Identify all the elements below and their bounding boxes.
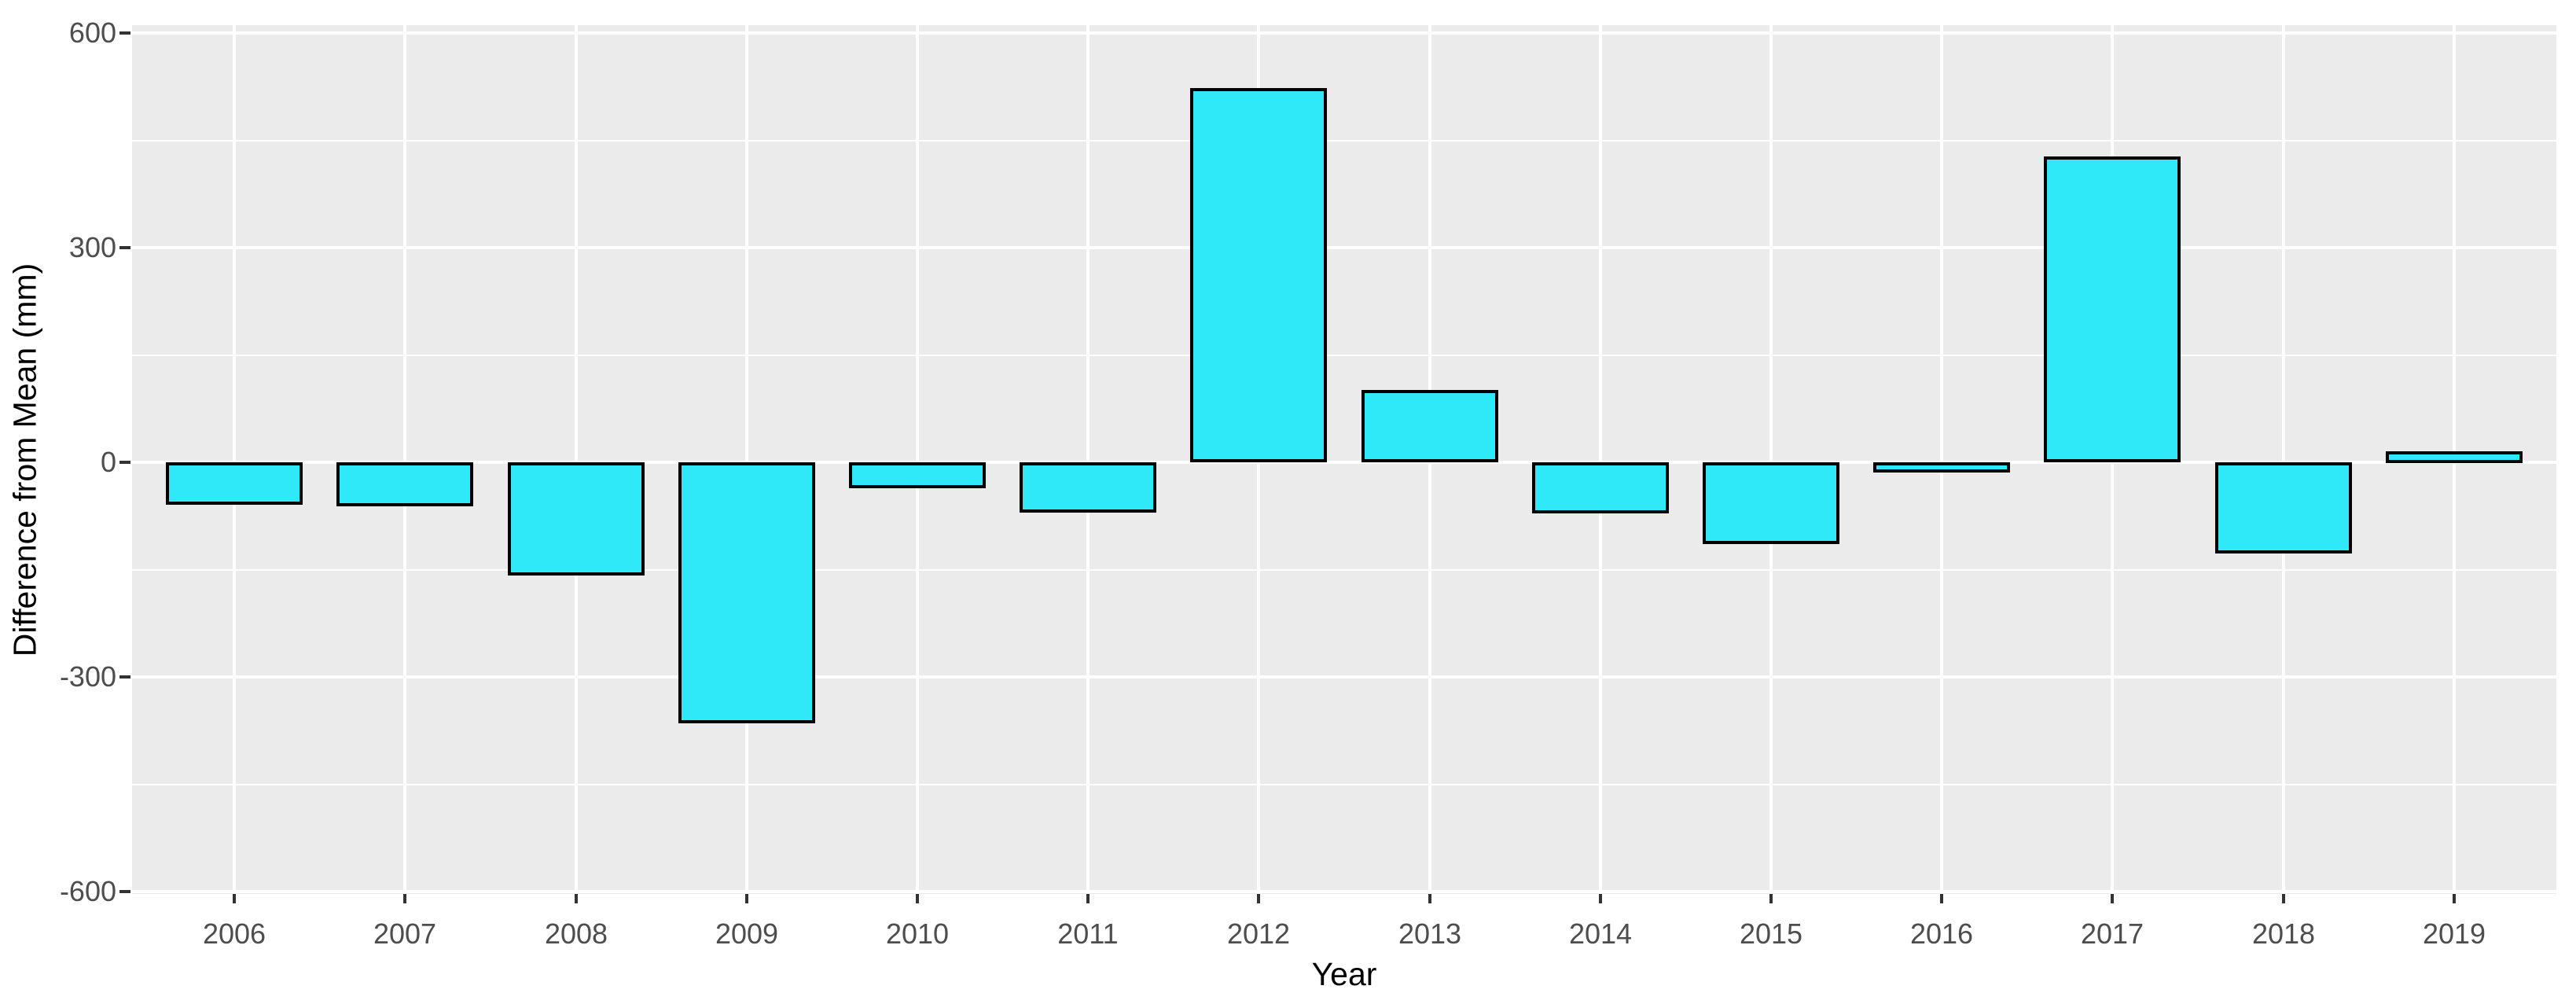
x-tick-label-2008: 2008 <box>544 918 608 950</box>
major-gridline-600 <box>132 31 2556 35</box>
y-tick-label-0: 0 <box>100 446 116 478</box>
bar-2017 <box>2044 156 2181 462</box>
x-axis-title: Year <box>1311 956 1377 992</box>
x-tick-2019 <box>2453 894 2456 903</box>
x-tick-2009 <box>745 894 748 903</box>
major-gridline-300 <box>132 246 2556 250</box>
bar-2015 <box>1703 462 1839 544</box>
x-tick-label-2009: 2009 <box>715 918 779 950</box>
y-tick-600 <box>119 31 130 35</box>
v-gridline-2007 <box>403 25 407 894</box>
x-tick-label-2017: 2017 <box>2080 918 2144 950</box>
y-tick--300 <box>119 675 130 679</box>
minor-gridline-450 <box>132 139 2556 142</box>
major-gridline-0 <box>132 461 2556 465</box>
v-gridline-2008 <box>574 25 578 894</box>
major-gridline--600 <box>132 890 2556 894</box>
bar-2013 <box>1361 390 1498 462</box>
x-tick-label-2014: 2014 <box>1568 918 1633 950</box>
bar-2012 <box>1190 88 1327 462</box>
x-tick-2006 <box>233 894 236 903</box>
x-tick-2018 <box>2282 894 2285 903</box>
x-tick-label-2011: 2011 <box>1057 918 1119 950</box>
bar-2018 <box>2215 462 2352 553</box>
x-tick-label-2006: 2006 <box>202 918 266 950</box>
v-gridline-2015 <box>1769 25 1773 894</box>
x-tick-label-2015: 2015 <box>1739 918 1803 950</box>
x-tick-2011 <box>1086 894 1090 903</box>
v-gridline-2011 <box>1086 25 1090 894</box>
v-gridline-2006 <box>233 25 237 894</box>
v-gridline-2010 <box>916 25 920 894</box>
y-tick-label--300: -300 <box>59 660 116 693</box>
x-tick-2013 <box>1428 894 1431 903</box>
x-tick-2012 <box>1257 894 1260 903</box>
bar-2014 <box>1532 462 1669 513</box>
minor-gridline-150 <box>132 354 2556 356</box>
bar-2009 <box>678 462 815 723</box>
y-tick-300 <box>119 246 130 249</box>
x-tick-2010 <box>916 894 919 903</box>
x-tick-2008 <box>575 894 578 903</box>
bar-2008 <box>508 462 645 576</box>
v-gridline-2014 <box>1598 25 1602 894</box>
x-tick-label-2013: 2013 <box>1398 918 1462 950</box>
v-gridline-2009 <box>744 25 748 894</box>
major-gridline--300 <box>132 675 2556 679</box>
bar-2007 <box>336 462 473 506</box>
bar-2006 <box>166 462 303 505</box>
x-tick-2014 <box>1599 894 1602 903</box>
x-tick-label-2007: 2007 <box>373 918 437 950</box>
y-tick-label--600: -600 <box>59 875 116 907</box>
v-gridline-2016 <box>1940 25 1944 894</box>
x-tick-label-2010: 2010 <box>885 918 950 950</box>
y-tick-0 <box>119 461 130 464</box>
x-tick-2015 <box>1769 894 1773 903</box>
y-tick-label-600: 600 <box>68 17 116 49</box>
y-tick--600 <box>119 890 130 893</box>
x-tick-label-2016: 2016 <box>1909 918 1974 950</box>
x-tick-label-2018: 2018 <box>2251 918 2316 950</box>
bar-2010 <box>849 462 986 488</box>
bar-2016 <box>1873 462 2010 473</box>
y-tick-label-300: 300 <box>68 231 116 263</box>
x-tick-label-2019: 2019 <box>2422 918 2486 950</box>
x-tick-2016 <box>1940 894 1943 903</box>
minor-gridline--450 <box>132 783 2556 785</box>
x-tick-2017 <box>2111 894 2114 903</box>
x-tick-label-2012: 2012 <box>1226 918 1291 950</box>
bar-2019 <box>2386 451 2523 463</box>
plot-panel <box>132 25 2556 894</box>
v-gridline-2018 <box>2281 25 2285 894</box>
x-tick-2007 <box>403 894 406 903</box>
bar-2011 <box>1020 462 1156 513</box>
minor-gridline--150 <box>132 568 2556 571</box>
